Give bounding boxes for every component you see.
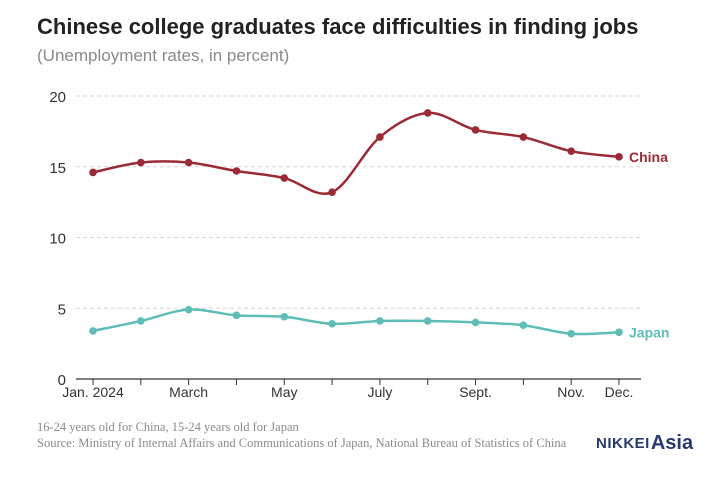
- x-tick-label-10: Nov.: [557, 384, 585, 400]
- chart-title: Chinese college graduates face difficult…: [37, 14, 639, 39]
- china-point-3: [232, 167, 241, 175]
- japan-point-8: [471, 318, 480, 327]
- source-note: Source: Ministry of Internal Affairs and…: [37, 436, 567, 450]
- japan-point-4: [280, 312, 289, 321]
- china-point-2: [184, 158, 193, 167]
- china-point-10: [567, 147, 575, 155]
- gridlines: [76, 95, 641, 309]
- japan-point-3: [232, 311, 241, 320]
- footnote: 16-24 years old for China, 15-24 years o…: [37, 420, 299, 434]
- china-series-label: China: [629, 149, 668, 165]
- japan-point-7: [423, 317, 432, 325]
- japan-point-2: [184, 305, 193, 314]
- x-tick-label-4: May: [271, 384, 297, 400]
- japan-point-9: [519, 321, 528, 330]
- china-point-8: [471, 126, 480, 134]
- logo-nikkei-text: NIKKEI: [596, 434, 650, 452]
- x-tick-label-2: March: [169, 384, 208, 400]
- logo-asia-text: Asia: [650, 431, 694, 454]
- china-point-5: [328, 188, 336, 197]
- japan-point-0: [89, 327, 97, 335]
- y-tick-label-20: 20: [49, 89, 66, 106]
- nikkei-asia-logo: NIKKEI Asia: [596, 429, 693, 457]
- china-point-0: [89, 168, 97, 177]
- y-axis-tick-labels: 0 5 10 15 20: [49, 89, 66, 389]
- japan-point-5: [328, 320, 336, 328]
- y-tick-label-5: 5: [58, 301, 66, 318]
- y-tick-label-15: 15: [49, 160, 66, 177]
- china-point-7: [423, 109, 432, 117]
- x-tick-label-6: July: [367, 384, 392, 400]
- china-point-1: [137, 158, 145, 167]
- japan-series-label: Japan: [629, 324, 669, 340]
- y-tick-label-10: 10: [49, 231, 66, 248]
- japan-line: [91, 308, 621, 336]
- china-line: [91, 111, 621, 195]
- series-lines: China Japan: [89, 109, 669, 340]
- x-tick-label-8: Sept.: [459, 384, 492, 400]
- china-point-4: [280, 174, 289, 182]
- chart-subtitle: (Unemployment rates, in percent): [37, 46, 290, 65]
- japan-point-1: [137, 317, 145, 325]
- x-axis: Jan. 2024 March May July Sept. Nov. Dec.: [62, 378, 641, 400]
- japan-point-11: [615, 328, 623, 337]
- chart-footer: 16-24 years old for China, 15-24 years o…: [37, 419, 597, 451]
- china-point-6: [376, 133, 384, 141]
- y-tick-label-0: 0: [58, 372, 66, 389]
- line-chart: 0 5 10 15 20 Jan. 2024 March May July Sept. Nov. D…: [49, 89, 669, 400]
- japan-point-10: [567, 329, 575, 338]
- japan-point-6: [376, 317, 384, 325]
- x-tick-label-11: Dec.: [605, 384, 634, 400]
- china-point-11: [615, 153, 623, 161]
- china-point-9: [519, 133, 528, 141]
- x-tick-label-0: Jan. 2024: [62, 384, 124, 400]
